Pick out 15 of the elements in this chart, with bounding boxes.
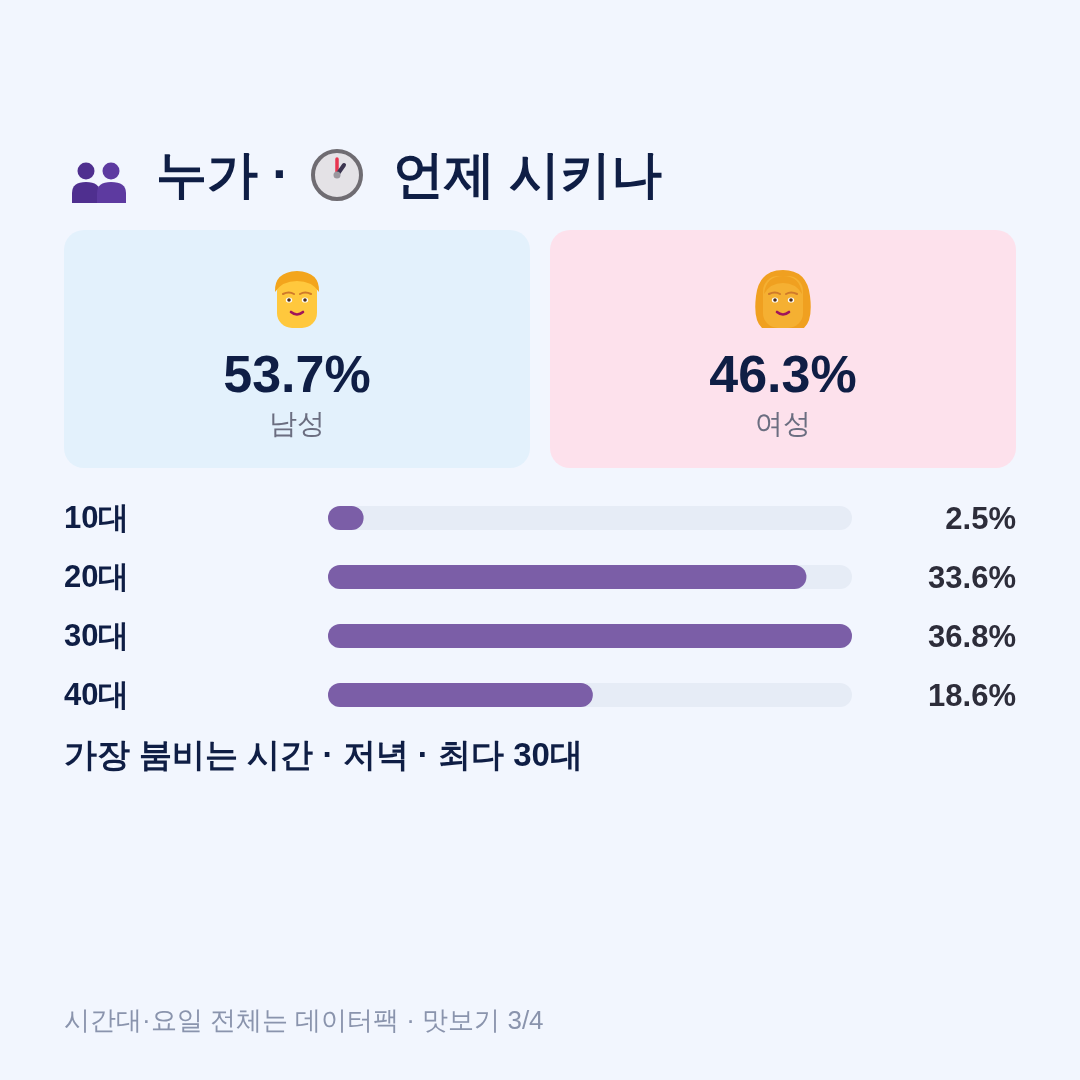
category-label: 남성 bbox=[269, 407, 325, 441]
y-tick-label: 10대 bbox=[64, 500, 130, 535]
data-label: 33.6% bbox=[928, 559, 1016, 595]
category-label: 여성 bbox=[755, 407, 811, 441]
y-tick-label: 30대 bbox=[64, 618, 130, 653]
y-tick-label: 40대 bbox=[64, 677, 130, 712]
data-label: 36.8% bbox=[928, 618, 1016, 654]
text: 53.7% bbox=[223, 345, 371, 403]
text: 46.3% bbox=[709, 345, 857, 403]
text: 시간대·요일 전체는 데이터팩 · 맛보기 3/4 bbox=[64, 1004, 544, 1037]
chart-title: 누가 · 언제 시키나 bbox=[156, 146, 663, 203]
data-label: 2.5% bbox=[945, 500, 1016, 536]
data-label: 18.6% bbox=[928, 677, 1016, 713]
y-tick-label: 20대 bbox=[64, 559, 130, 594]
text: 가장 붐비는 시간 · 저녁 · 최다 30대 bbox=[64, 735, 583, 775]
